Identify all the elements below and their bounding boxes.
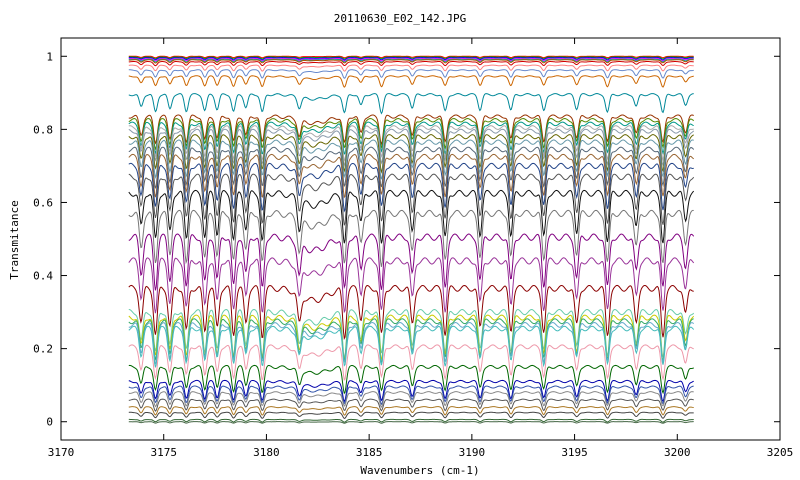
spectrum-series-line xyxy=(128,139,694,180)
spectrum-series-line xyxy=(128,325,695,368)
spectrum-series-line xyxy=(128,173,695,226)
y-tick-label: 0.6 xyxy=(33,196,53,209)
y-axis: 0 0.2 0.4 0.6 0.8 1 xyxy=(33,50,780,429)
spectrum-series-line xyxy=(128,57,694,62)
y-tick-label: 0.8 xyxy=(33,123,53,136)
plot-frame xyxy=(60,37,781,441)
spectrum-series-line xyxy=(128,153,695,199)
spectrum-series-line xyxy=(128,418,694,423)
y-tick-label: 0.4 xyxy=(33,270,53,283)
spectrum-series-line xyxy=(128,398,694,412)
spectrum-series-line xyxy=(128,391,694,409)
x-axis: 3170 3175 3180 3185 3190 3195 3200 3205 xyxy=(48,38,794,459)
x-tick-label: 3180 xyxy=(253,446,280,459)
spectrum-series-line xyxy=(128,56,694,60)
spectrum-series-line xyxy=(128,411,694,419)
spectrum-series-line xyxy=(128,125,694,162)
spectrum-series-line xyxy=(128,118,695,151)
spectrum-series-line xyxy=(128,233,695,291)
series-layer xyxy=(128,55,695,424)
x-tick-label: 3175 xyxy=(150,446,177,459)
spectrum-series-line xyxy=(128,57,694,61)
spectrum-series-line xyxy=(128,421,694,424)
spectrum-series-line xyxy=(128,58,694,63)
spectrum-series-line xyxy=(128,59,694,64)
x-tick-label: 3170 xyxy=(48,446,75,459)
y-tick-label: 0.2 xyxy=(33,343,53,356)
spectrum-series-line xyxy=(128,121,694,155)
spectrum-series-line xyxy=(128,364,694,395)
y-axis-label: Transmitance xyxy=(8,200,21,279)
spectrum-series-line xyxy=(128,146,695,189)
spectrum-series-line xyxy=(128,128,695,167)
spectrum-series-line xyxy=(128,162,694,213)
chart-title: 20110630_E02_142.JPG xyxy=(334,12,466,25)
spectrum-series-line xyxy=(128,406,694,416)
spectrum-series-line xyxy=(128,344,694,381)
y-tick-label: 1 xyxy=(46,50,53,63)
spectrum-series-line xyxy=(128,55,694,59)
spectrum-series-line xyxy=(128,114,694,146)
spectrum-series-line xyxy=(128,309,695,360)
x-tick-label: 3190 xyxy=(459,446,486,459)
spectrum-series-line xyxy=(128,284,694,341)
x-axis-label: Wavenumbers (cm-1) xyxy=(360,464,479,477)
x-tick-label: 3205 xyxy=(767,446,794,459)
x-tick-label: 3200 xyxy=(664,446,691,459)
spectrum-series-line xyxy=(128,61,694,67)
spectrum-series-line xyxy=(128,64,694,72)
spectrum-series-line xyxy=(128,189,695,244)
spectrum-series-line xyxy=(128,209,694,267)
y-tick-label: 0 xyxy=(46,416,53,429)
spectrum-series-line xyxy=(128,385,694,406)
spectrum-series-line xyxy=(128,69,694,79)
spectrum-series-line xyxy=(128,257,695,314)
spectrum-series-line xyxy=(128,379,694,403)
spectrum-series-line xyxy=(128,75,694,88)
x-tick-label: 3195 xyxy=(561,446,588,459)
x-tick-label: 3185 xyxy=(356,446,383,459)
spectrum-series-line xyxy=(128,93,694,115)
spectrum-series-line xyxy=(128,134,694,174)
